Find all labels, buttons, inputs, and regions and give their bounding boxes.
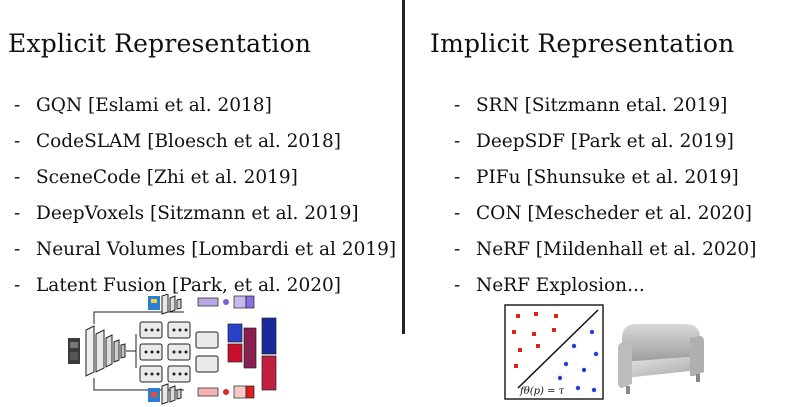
dash: - [14,203,21,224]
list-item: - SRN [Sitzmann etal. 2019] [454,88,756,124]
list-item-label: GQN [Eslami et al. 2018] [36,95,272,116]
list-item-label: CodeSLAM [Bloesch et al. 2018] [36,131,341,152]
input-image [68,338,80,364]
list-item-label: PIFu [Shunsuke et al. 2019] [476,167,739,188]
dash: - [454,167,461,188]
dash: - [14,275,21,296]
list-item: - GQN [Eslami et al. 2018] [14,88,396,124]
decoder-bottom [148,383,255,405]
list-item-label: DeepSDF [Park et al. 2019] [476,131,734,152]
dash: - [14,167,21,188]
dash: - [454,203,461,224]
sofa-leg [626,386,630,394]
list-item-label: Neural Volumes [Lombardi et al 2019] [36,239,397,260]
list-item: - DeepVoxels [Sitzmann et al. 2019] [14,196,396,232]
list-item-label: Latent Fusion [Park, et al. 2020] [36,275,341,296]
list-item-label: NeRF Explosion... [476,275,645,296]
implicit-heading: Implicit Representation [430,29,735,58]
dash: - [454,239,461,260]
class-b-points [557,329,599,393]
sofa-back [622,324,700,362]
list-item: - CON [Mescheder et al. 2020] [454,196,756,232]
list-item: - PIFu [Shunsuke et al. 2019] [454,160,756,196]
class-a-points [512,312,558,368]
list-item: - Latent Fusion [Park, et al. 2020] [14,268,396,304]
list-item-label: DeepVoxels [Sitzmann et al. 2019] [36,203,359,224]
implicit-list: - SRN [Sitzmann etal. 2019] - DeepSDF [Par… [454,88,756,304]
encoder-layers [85,325,126,377]
list-item: - CodeSLAM [Bloesch et al. 2018] [14,124,396,160]
decision-boundary-figure: fθ(p) = τ [504,304,604,400]
explicit-list: - GQN [Eslami et al. 2018] - CodeSLAM [Blo… [14,88,396,304]
list-item: - Neural Volumes [Lombardi et al 2019] [14,232,396,268]
sofa-render-figure [618,324,704,394]
implicit-column: Implicit Representation - SRN [Sitzmann e… [408,0,786,407]
explicit-heading: Explicit Representation [8,29,312,58]
decision-boundary-line [517,309,599,389]
dash: - [454,131,461,152]
dash: - [14,131,21,152]
list-item-label: CON [Mescheder et al. 2020] [476,203,753,224]
sofa-arm-right [690,336,704,376]
block-modules [139,321,219,383]
list-item: - NeRF Explosion... [454,268,756,304]
list-item-label: NeRF [Mildenhall et al. 2020] [476,239,757,260]
decoder-top [148,294,255,315]
list-item: - NeRF [Mildenhall et al. 2020] [454,232,756,268]
dash: - [14,95,21,116]
output-cubes [227,317,277,391]
block-dots [144,328,188,376]
sofa-seat [622,356,700,378]
network-architecture-figure [68,294,277,405]
explicit-column: Explicit Representation - GQN [Eslami et … [8,29,396,405]
list-item: - SceneCode [Zhi et al. 2019] [14,160,396,196]
dash: - [454,275,461,296]
sofa-arm-left [618,342,632,388]
decision-boundary-label: fθ(p) = τ [519,386,565,397]
list-item-label: SRN [Sitzmann etal. 2019] [476,95,728,116]
dash: - [454,95,461,116]
dash: - [14,239,21,260]
list-item: - DeepSDF [Park et al. 2019] [454,124,756,160]
column-divider [402,0,405,334]
list-item-label: SceneCode [Zhi et al. 2019] [36,167,298,188]
sofa-leg [696,374,700,382]
